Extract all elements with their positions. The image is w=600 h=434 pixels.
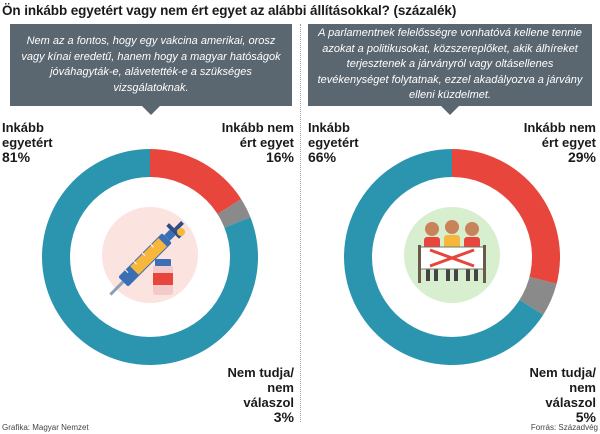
question-box-right: A parlamentnek felelősségre vonhatóvá ke…: [308, 24, 592, 115]
footer-source: Forrás: Századvég: [530, 423, 598, 432]
label-unknown-right-text: Nem tudja/ nem válaszol: [529, 365, 596, 410]
label-disagree-right-pct: 29%: [567, 149, 596, 165]
footer-credit: Grafika: Magyar Nemzet: [2, 423, 89, 432]
label-unknown-left-pct: 3%: [273, 409, 294, 425]
label-disagree-left-text: Inkább nem ért egyet: [221, 120, 294, 150]
label-agree-right-pct: 66%: [308, 149, 337, 165]
label-unknown-left-text: Nem tudja/ nem válaszol: [227, 365, 294, 410]
donut-chart-left: [42, 149, 259, 365]
label-agree-left: Inkább egyetért 81%: [2, 120, 62, 165]
label-disagree-left-pct: 16%: [265, 149, 294, 165]
question-text-left: Nem az a fontos, hogy egy vakcina amerik…: [21, 35, 281, 94]
vaccine-syringe-icon: [102, 207, 198, 303]
label-unknown-right: Nem tudja/ nem válaszol 5%: [516, 365, 596, 425]
panel-divider: [300, 24, 301, 422]
label-agree-left-pct: 81%: [2, 149, 31, 165]
label-disagree-right: Inkább nem ért egyet 29%: [520, 120, 596, 165]
question-box-left: Nem az a fontos, hogy egy vakcina amerik…: [10, 24, 292, 115]
question-text-right: A parlamentnek felelősségre vonhatóvá ke…: [317, 27, 583, 102]
protest-people-banner-icon: [404, 207, 500, 303]
label-unknown-right-pct: 5%: [575, 409, 596, 425]
donut-chart-right: [344, 149, 560, 365]
label-disagree-left: Inkább nem ért egyet 16%: [218, 120, 294, 165]
label-agree-left-text: Inkább egyetért: [2, 120, 53, 150]
chart-title: Ön inkább egyetért vagy nem ért egyet az…: [2, 3, 457, 18]
label-unknown-left: Nem tudja/ nem válaszol 3%: [214, 365, 294, 425]
label-agree-right-text: Inkább egyetért: [308, 120, 359, 150]
label-disagree-right-text: Inkább nem ért egyet: [523, 120, 596, 150]
label-agree-right: Inkább egyetért 66%: [308, 120, 368, 165]
